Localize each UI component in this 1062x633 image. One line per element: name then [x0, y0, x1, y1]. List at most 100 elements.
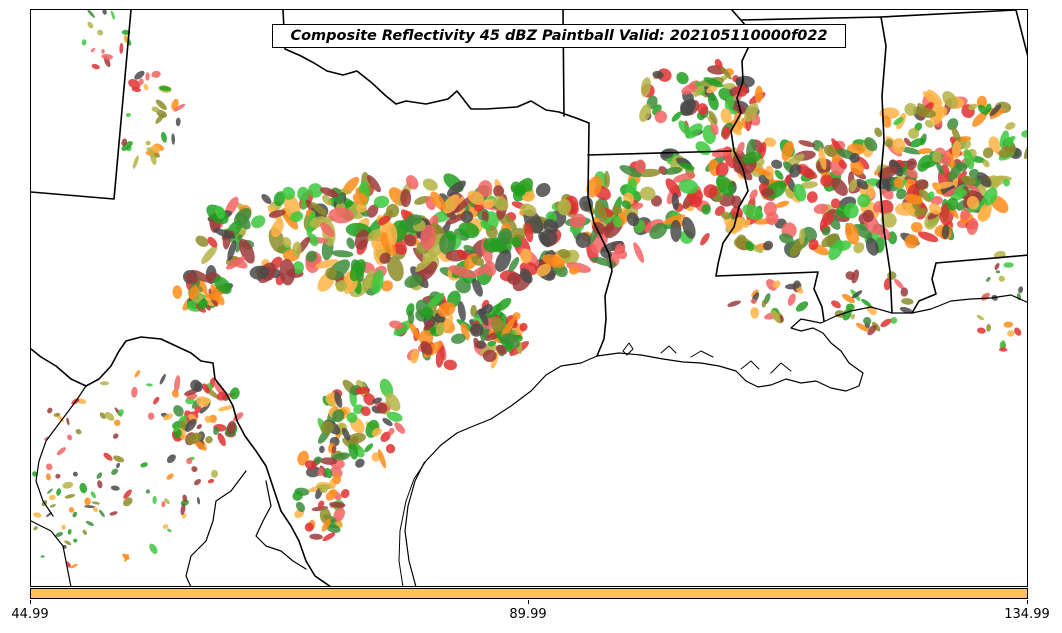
reflectivity-blob: [207, 236, 218, 248]
reflectivity-blob: [92, 506, 99, 513]
reflectivity-blob: [151, 70, 161, 78]
reflectivity-blob: [90, 491, 96, 499]
reflectivity-blob: [290, 211, 304, 223]
reflectivity-blob: [101, 49, 105, 54]
reflectivity-blob: [445, 230, 457, 242]
reflectivity-blob: [448, 265, 473, 278]
reflectivity-blob: [798, 228, 806, 245]
reflectivity-blob: [70, 563, 78, 569]
reflectivity-blob: [520, 248, 532, 264]
reflectivity-blob: [491, 317, 506, 337]
reflectivity-blob: [1018, 286, 1024, 294]
reflectivity-blob: [171, 389, 179, 398]
reflectivity-blob: [188, 285, 199, 300]
reflectivity-blob: [650, 195, 663, 207]
reflectivity-blob: [61, 524, 66, 530]
reflectivity-blob: [196, 497, 201, 505]
reflectivity-blob: [894, 278, 904, 289]
reflectivity-blob: [841, 293, 856, 304]
reflectivity-blob: [164, 498, 170, 505]
reflectivity-blob: [393, 320, 412, 336]
reflectivity-blob: [995, 270, 1001, 274]
reflectivity-blob: [326, 524, 341, 533]
reflectivity-blob: [239, 238, 255, 264]
reflectivity-blob: [406, 175, 419, 190]
reflectivity-blob: [908, 128, 920, 139]
reflectivity-blob: [191, 269, 212, 283]
reflectivity-blob: [989, 104, 1002, 117]
reflectivity-blob: [965, 183, 981, 192]
reflectivity-blob: [32, 471, 38, 477]
reflectivity-blob: [134, 370, 141, 378]
reflectivity-blob: [424, 319, 434, 331]
reflectivity-blob: [152, 495, 157, 505]
reflectivity-blob: [279, 258, 296, 286]
reflectivity-blob: [855, 322, 869, 332]
reflectivity-blob: [837, 240, 852, 251]
reflectivity-blob: [936, 162, 945, 176]
reflectivity-blob: [64, 540, 72, 546]
reflectivity-blob: [831, 177, 848, 196]
reflectivity-blob: [304, 460, 317, 470]
reflectivity-blob: [320, 457, 338, 465]
reflectivity-blob: [763, 240, 774, 251]
reflectivity-blob: [961, 175, 977, 186]
reflectivity-blob: [727, 300, 741, 307]
reflectivity-blob: [172, 285, 183, 299]
reflectivity-blob: [903, 137, 912, 147]
reflectivity-blob: [67, 434, 73, 441]
reflectivity-blob: [843, 202, 859, 219]
reflectivity-blob: [458, 222, 480, 239]
reflectivity-blob: [893, 117, 904, 126]
reflectivity-blob: [915, 107, 936, 118]
reflectivity-blob: [404, 274, 423, 288]
reflectivity-blob: [55, 532, 64, 537]
reflectivity-blob: [770, 309, 781, 322]
reflectivity-blob: [904, 194, 923, 205]
reflectivity-blob: [968, 168, 980, 178]
reflectivity-blob: [750, 298, 757, 304]
reflectivity-blob: [445, 213, 465, 225]
reflectivity-blob: [173, 405, 184, 417]
reflectivity-blob: [111, 468, 119, 476]
reflectivity-blob: [340, 489, 350, 499]
reflectivity-blob: [831, 300, 841, 309]
reflectivity-blob: [882, 115, 892, 128]
reflectivity-blob: [161, 501, 166, 508]
reflectivity-blob: [751, 289, 759, 298]
reflectivity-blob: [325, 267, 337, 280]
reflectivity-blob: [508, 256, 520, 273]
reflectivity-blob: [471, 255, 485, 266]
reflectivity-blob: [493, 195, 509, 211]
reflectivity-blob: [880, 212, 897, 228]
reflectivity-blob: [749, 189, 758, 200]
reflectivity-blob: [305, 250, 318, 263]
reflectivity-blob: [132, 155, 139, 169]
reflectivity-blob: [595, 200, 608, 222]
reflectivity-blob: [873, 200, 883, 213]
reflectivity-blob: [84, 497, 91, 506]
reflectivity-blob: [772, 280, 781, 289]
reflectivity-blob: [99, 509, 105, 518]
reflectivity-blob: [473, 337, 480, 349]
reflectivity-blob: [893, 177, 904, 189]
reflectivity-blob: [977, 104, 989, 115]
reflectivity-blob: [166, 473, 174, 480]
reflectivity-blob: [84, 505, 96, 509]
reflectivity-blob: [663, 214, 686, 225]
reflectivity-blob: [958, 136, 972, 142]
reflectivity-blob: [163, 413, 173, 421]
reflectivity-blob: [808, 238, 819, 251]
sabine-lake-outline: [622, 342, 634, 356]
reflectivity-blob: [652, 70, 664, 79]
reflectivity-blob: [861, 298, 872, 307]
reflectivity-blob: [745, 241, 755, 252]
reflectivity-blob: [821, 226, 831, 236]
reflectivity-blob: [348, 441, 358, 460]
reflectivity-blob: [308, 233, 319, 247]
reflectivity-blob: [680, 100, 694, 116]
reflectivity-blob: [849, 178, 858, 192]
reflectivity-blob: [942, 91, 958, 109]
reflectivity-blob: [195, 235, 209, 247]
reflectivity-blob: [49, 504, 56, 508]
